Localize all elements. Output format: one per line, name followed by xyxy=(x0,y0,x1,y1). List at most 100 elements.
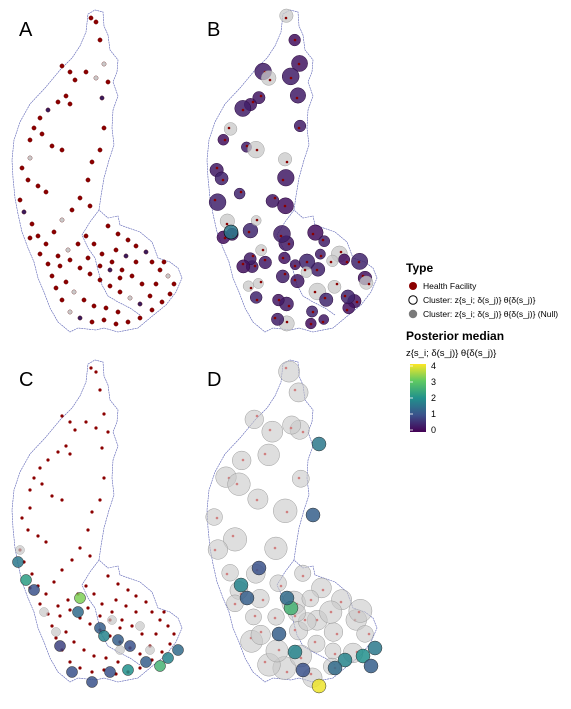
null-cluster xyxy=(348,599,373,623)
facility-point xyxy=(119,267,125,273)
null-cluster xyxy=(323,622,344,642)
facility-point xyxy=(66,598,70,602)
cluster xyxy=(104,666,116,678)
panel-C-marks xyxy=(12,366,184,688)
cluster xyxy=(239,590,255,606)
facility-point xyxy=(100,602,104,606)
legend-item-null: Cluster: z{s_i; δ(s_j)} θ{δ(s_j)} (Null) xyxy=(408,309,558,319)
panel-D-marks xyxy=(205,360,383,694)
null-cluster xyxy=(223,122,238,136)
facility-point xyxy=(28,506,32,510)
facility-point xyxy=(110,610,114,614)
facility-point xyxy=(102,476,106,480)
cluster xyxy=(234,100,252,117)
facility-point xyxy=(268,428,272,432)
facility-point xyxy=(133,243,139,249)
cluster xyxy=(258,255,272,270)
facility-point xyxy=(255,218,259,222)
cluster xyxy=(233,187,246,200)
facility-point xyxy=(60,414,64,418)
facility-point xyxy=(309,672,313,676)
facility-point xyxy=(91,241,97,247)
facility-point xyxy=(215,516,219,520)
facility-point xyxy=(215,166,219,170)
cluster xyxy=(278,251,291,265)
facility-point xyxy=(143,249,149,255)
facility-point xyxy=(65,247,71,253)
facility-point xyxy=(315,618,319,622)
facility-point xyxy=(75,241,81,247)
facility-point xyxy=(93,19,99,25)
facility-point xyxy=(149,259,155,265)
facility-point xyxy=(255,298,259,302)
facility-point xyxy=(101,61,107,67)
legend-item-label: Cluster: z{s_i; δ(s_j)} θ{δ(s_j)} xyxy=(423,295,536,305)
null-cluster xyxy=(205,508,223,526)
null-cluster xyxy=(257,443,280,466)
facility-point xyxy=(285,510,289,514)
null-cluster xyxy=(261,420,284,443)
facility-point xyxy=(36,534,40,538)
null-cluster xyxy=(279,8,294,23)
facility-point xyxy=(259,630,263,634)
facility-point xyxy=(345,308,349,312)
facility-point xyxy=(255,498,259,502)
null-cluster xyxy=(324,642,342,660)
cluster xyxy=(124,640,136,652)
facility-point xyxy=(160,650,164,654)
facility-point xyxy=(285,320,289,324)
cluster xyxy=(72,606,84,618)
facility-point xyxy=(241,458,245,462)
facility-point xyxy=(138,652,142,656)
facility-point xyxy=(167,291,173,297)
facility-point xyxy=(281,178,285,182)
facility-point xyxy=(301,430,305,434)
facility-point xyxy=(255,148,259,152)
null-cluster xyxy=(301,589,319,608)
facility-point xyxy=(241,262,245,266)
facility-point xyxy=(27,137,33,143)
cluster xyxy=(66,666,78,678)
facility-point xyxy=(116,582,120,586)
facility-point xyxy=(97,37,103,43)
facility-point xyxy=(105,223,111,229)
cluster xyxy=(318,235,331,247)
facility-point xyxy=(85,177,91,183)
legend-item-facility: Health Facility xyxy=(409,281,477,291)
facility-point xyxy=(357,610,361,614)
cluster xyxy=(281,67,300,86)
facility-point xyxy=(263,452,267,456)
facility-point xyxy=(106,574,110,578)
facility-point xyxy=(84,584,88,588)
cluster xyxy=(140,656,152,668)
facility-point xyxy=(279,584,283,588)
cluster xyxy=(279,590,295,606)
facility-point xyxy=(114,598,118,602)
facility-point xyxy=(235,482,239,486)
facility-point xyxy=(221,178,225,182)
facility-point xyxy=(130,624,134,628)
facility-point xyxy=(60,568,64,572)
facility-point xyxy=(46,458,50,462)
panel-letter-D: D xyxy=(207,369,221,391)
facility-point xyxy=(311,310,315,314)
facility-point xyxy=(154,632,158,636)
facility-point xyxy=(29,221,35,227)
cluster-swatch-icon xyxy=(408,295,418,305)
null-cluster xyxy=(223,527,247,552)
facility-point xyxy=(100,446,104,450)
cluster xyxy=(287,644,303,660)
facility-point xyxy=(309,322,313,326)
cluster xyxy=(275,269,290,284)
facility-point xyxy=(89,366,93,370)
null-cluster xyxy=(107,615,117,625)
cluster xyxy=(271,312,285,326)
cluster xyxy=(277,169,295,187)
facility-point xyxy=(245,144,249,148)
facility-point xyxy=(125,319,131,325)
facility-point xyxy=(44,592,48,596)
facility-point xyxy=(273,616,277,620)
facility-point xyxy=(147,293,153,299)
facility-point xyxy=(71,289,77,295)
facility-point xyxy=(357,260,361,264)
